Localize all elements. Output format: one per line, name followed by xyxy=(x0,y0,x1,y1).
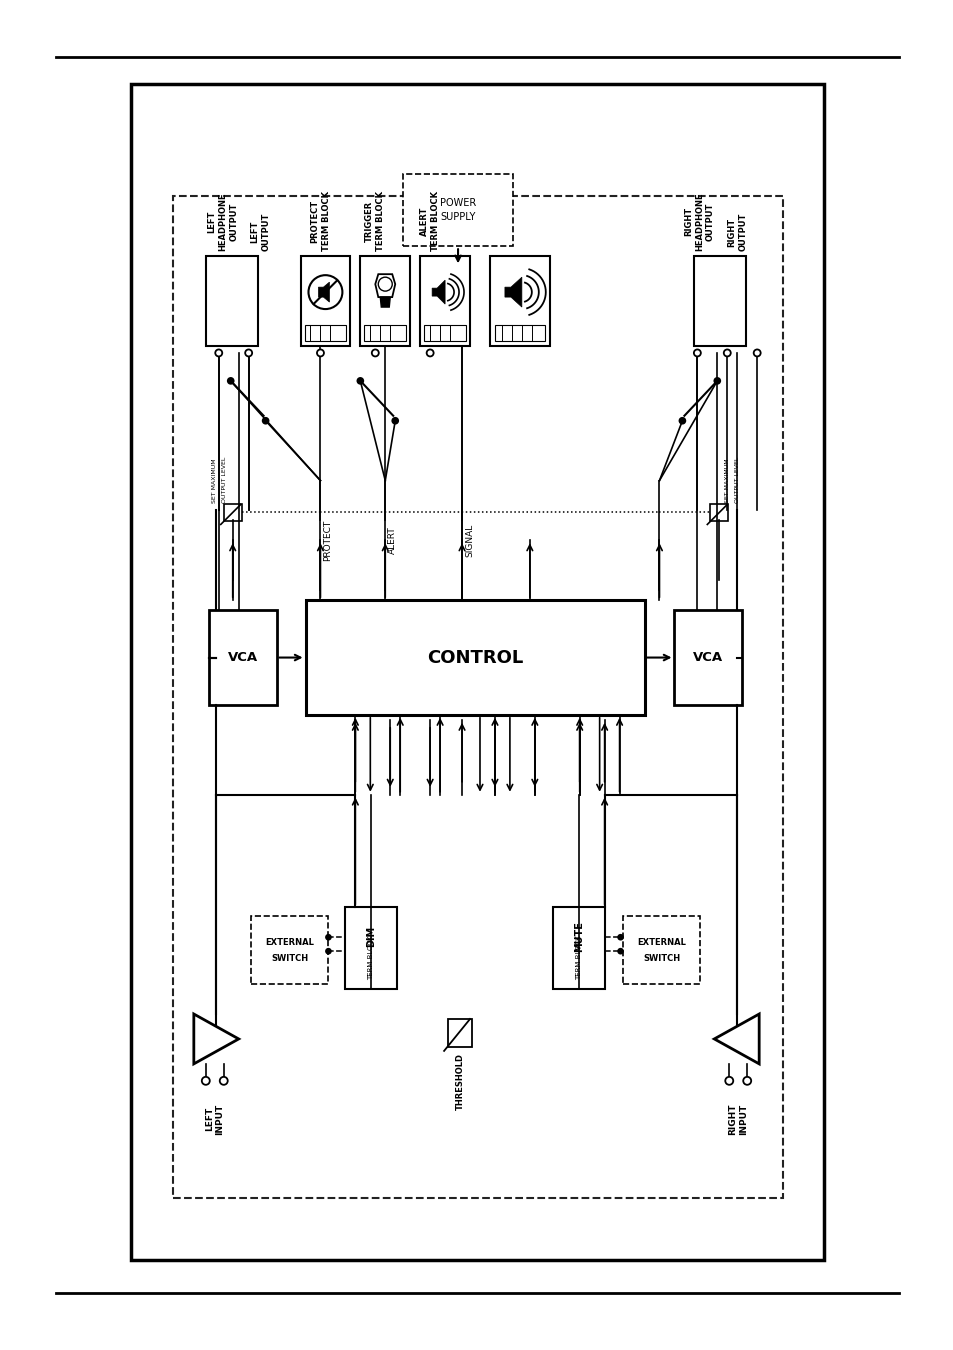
Circle shape xyxy=(326,949,331,953)
Bar xyxy=(495,325,544,342)
Bar xyxy=(710,504,727,521)
Circle shape xyxy=(392,417,397,424)
Text: MUTE: MUTE xyxy=(573,921,583,952)
Circle shape xyxy=(326,934,331,940)
Text: EXTERNAL: EXTERNAL xyxy=(637,938,685,946)
Polygon shape xyxy=(193,1014,238,1064)
Text: RIGHT
INPUT: RIGHT INPUT xyxy=(728,1104,747,1135)
Bar xyxy=(674,610,741,705)
Bar xyxy=(424,325,466,342)
Text: TERM BLOCK: TERM BLOCK xyxy=(575,936,581,980)
Bar xyxy=(403,174,513,246)
Text: TRIGGER
TERM BLOCK: TRIGGER TERM BLOCK xyxy=(365,192,385,251)
Text: PROTECT
TERM BLOCK: PROTECT TERM BLOCK xyxy=(310,192,330,251)
Bar xyxy=(209,610,276,705)
Text: OUTPUT LEVEL: OUTPUT LEVEL xyxy=(734,456,739,502)
Polygon shape xyxy=(504,277,521,306)
Circle shape xyxy=(316,350,324,356)
Text: SUPPLY: SUPPLY xyxy=(440,212,476,223)
Bar xyxy=(552,907,604,990)
Bar xyxy=(694,256,745,346)
Bar xyxy=(622,917,700,984)
Bar xyxy=(448,1019,472,1046)
Text: ALERT
TERM BLOCK: ALERT TERM BLOCK xyxy=(419,192,439,251)
Text: RIGHT
HEADPHONE
OUTPUT: RIGHT HEADPHONE OUTPUT xyxy=(683,193,714,251)
Circle shape xyxy=(262,417,269,424)
Circle shape xyxy=(753,350,760,356)
Bar xyxy=(305,601,644,716)
Polygon shape xyxy=(380,297,390,306)
Text: SWITCH: SWITCH xyxy=(642,953,679,963)
Circle shape xyxy=(723,350,730,356)
Bar xyxy=(345,907,396,990)
Text: CONTROL: CONTROL xyxy=(426,648,522,667)
Polygon shape xyxy=(318,282,329,302)
Bar xyxy=(206,256,257,346)
Text: LEFT
OUTPUT: LEFT OUTPUT xyxy=(251,213,271,251)
Text: RIGHT
OUTPUT: RIGHT OUTPUT xyxy=(726,213,746,251)
Circle shape xyxy=(245,350,252,356)
Circle shape xyxy=(742,1077,750,1085)
Text: LEFT
INPUT: LEFT INPUT xyxy=(205,1104,224,1135)
Text: PROTECT: PROTECT xyxy=(323,520,332,562)
Text: ALERT: ALERT xyxy=(388,526,396,555)
Text: VCA: VCA xyxy=(228,651,257,664)
Bar xyxy=(304,325,346,342)
Text: OUTPUT LEVEL: OUTPUT LEVEL xyxy=(222,456,227,502)
Polygon shape xyxy=(432,281,445,304)
Circle shape xyxy=(202,1077,210,1085)
Text: SWITCH: SWITCH xyxy=(271,953,308,963)
Circle shape xyxy=(618,949,622,953)
Circle shape xyxy=(228,378,233,383)
Circle shape xyxy=(714,378,720,383)
Bar xyxy=(364,325,406,342)
Text: VCA: VCA xyxy=(693,651,722,664)
Circle shape xyxy=(372,350,378,356)
Bar xyxy=(131,84,823,1261)
Text: THRESHOLD: THRESHOLD xyxy=(456,1053,464,1110)
Bar xyxy=(419,256,470,346)
Circle shape xyxy=(693,350,700,356)
Bar xyxy=(360,256,410,346)
Bar xyxy=(224,504,241,521)
Text: POWER: POWER xyxy=(439,198,476,208)
Text: SET MAXIMUM: SET MAXIMUM xyxy=(213,458,217,502)
Bar xyxy=(490,256,549,346)
Circle shape xyxy=(357,378,363,383)
Text: SIGNAL: SIGNAL xyxy=(464,524,474,558)
Circle shape xyxy=(724,1077,733,1085)
Bar xyxy=(172,196,782,1199)
Bar xyxy=(251,917,328,984)
Text: TERM BLOCK: TERM BLOCK xyxy=(368,936,374,980)
Circle shape xyxy=(679,417,684,424)
Text: LEFT
HEADPHONE
OUTPUT: LEFT HEADPHONE OUTPUT xyxy=(207,193,238,251)
Circle shape xyxy=(215,350,222,356)
Text: DIM: DIM xyxy=(366,926,375,946)
Polygon shape xyxy=(714,1014,759,1064)
Circle shape xyxy=(618,934,622,940)
Text: SET MAXIMUM: SET MAXIMUM xyxy=(724,458,729,502)
Text: EXTERNAL: EXTERNAL xyxy=(265,938,314,946)
Circle shape xyxy=(219,1077,228,1085)
Bar xyxy=(300,256,350,346)
Circle shape xyxy=(426,350,434,356)
